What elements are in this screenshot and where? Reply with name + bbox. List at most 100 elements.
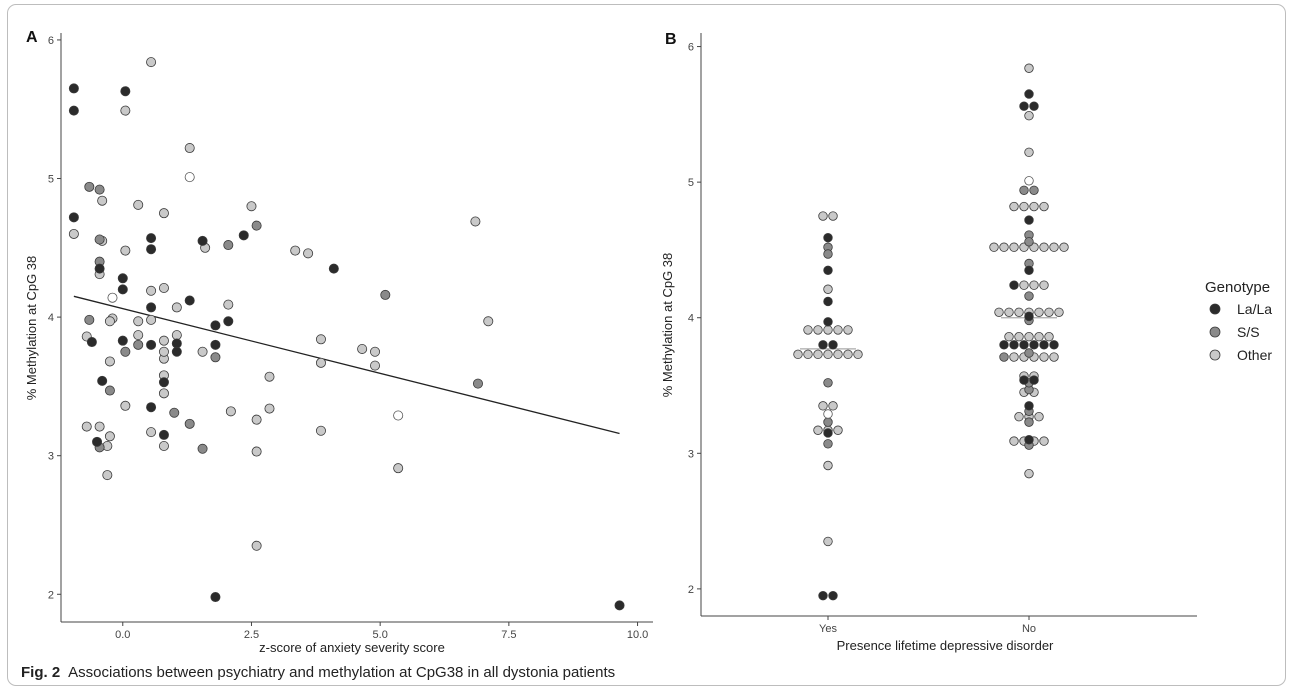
panel-b-point-other — [828, 401, 838, 411]
panel-b-point-lala — [828, 590, 838, 601]
panel-b-point-other — [1009, 436, 1019, 446]
panel-b-point-other — [853, 349, 863, 360]
panel-b-point-other — [1034, 411, 1044, 422]
panel-b-point-ss — [1024, 417, 1034, 427]
panel-a-point-other — [483, 316, 494, 327]
panel-b-point-lala — [1024, 401, 1034, 411]
panel-b-point-lala — [1024, 435, 1034, 445]
panel-b-point-lala — [828, 340, 838, 350]
panel-a-point-other — [171, 330, 182, 341]
panel-b-x-tick-label: Yes — [819, 623, 837, 635]
panel-b-point-other — [994, 307, 1004, 317]
panel-b-point-open — [1024, 176, 1034, 186]
panel-a-point-lala — [117, 335, 128, 346]
panel-b-point-ss — [823, 378, 833, 388]
panel-a-point-open — [393, 410, 404, 421]
panel-a-point-ss — [104, 385, 115, 396]
panel-a-point-other — [197, 346, 208, 357]
panel-b-point-other — [1009, 201, 1019, 212]
panel-b-point-other — [1009, 352, 1019, 362]
panel-a-x-tick-label: 5.0 — [373, 629, 388, 641]
panel-b-point-other — [1044, 307, 1054, 317]
panel-b-point-lala — [1019, 375, 1029, 385]
panel-b-point-ss — [1024, 348, 1034, 358]
panel-a-point-ss — [184, 418, 195, 429]
panel-a-x-tick-label: 0.0 — [115, 629, 130, 641]
panel-a-point-other — [133, 199, 144, 210]
panel-b-points — [793, 63, 1069, 601]
panel-a-point-other — [158, 283, 169, 294]
panel-b-point-lala — [1029, 340, 1039, 350]
panel-b-point-other — [1014, 411, 1024, 422]
panel-a-x-tick-label: 2.5 — [244, 629, 259, 641]
panel-a-point-other — [104, 316, 115, 327]
panel-b-point-other — [833, 425, 843, 435]
panel-a-point-lala — [120, 86, 131, 97]
legend-item-label: S/S — [1237, 324, 1260, 340]
panel-b-point-other — [1004, 332, 1014, 342]
panel-b-point-lala — [1024, 311, 1034, 322]
panel-a-point-lala — [614, 600, 625, 611]
panel-b-point-other — [813, 325, 823, 335]
panel-a-point-other — [102, 470, 113, 481]
panel-b-point-other — [999, 242, 1009, 252]
panel-a-point-other — [171, 302, 182, 313]
panel-a-point-other — [315, 425, 326, 436]
panel-a-point-lala — [146, 402, 157, 413]
panel-a-regression-line — [73, 295, 620, 435]
legend-item-label: Other — [1237, 347, 1272, 363]
panel-b-point-other — [1014, 332, 1024, 342]
caption-label: Fig. 2 — [21, 664, 61, 681]
panel-a-point-ss — [472, 378, 483, 389]
panel-a-point-lala — [146, 244, 157, 255]
legend: Genotype La/La S/S Other — [1205, 279, 1272, 363]
panel-a-point-lala — [328, 263, 339, 274]
panel-b-point-other — [1024, 111, 1034, 121]
panel-b-point-other — [833, 349, 843, 360]
panel-a-point-other — [120, 245, 131, 256]
panel-b-point-other — [803, 349, 813, 360]
panel-a-y-tick-label: 3 — [48, 451, 54, 463]
panel-a-point-ss — [223, 240, 234, 251]
panel-a-point-other — [158, 440, 169, 451]
panel-a-point-ss — [84, 314, 95, 325]
legend-swatch — [1209, 349, 1221, 361]
panel-b-point-other — [1039, 436, 1049, 446]
panel-b-point-other — [843, 325, 853, 335]
panel-b-point-other — [818, 401, 828, 411]
panel-b-point-other — [1039, 352, 1049, 362]
panel-b-point-lala — [1039, 340, 1049, 350]
panel-b-point-other — [1034, 307, 1044, 317]
panel-b-point-other — [823, 460, 833, 471]
panel-a-point-lala — [146, 233, 157, 244]
panel-a-point-lala — [210, 339, 221, 350]
panel-b-point-lala — [823, 265, 833, 275]
panel-b-point-other — [1029, 201, 1039, 212]
panel-a-point-other — [97, 195, 108, 206]
panel-b-point-other — [1024, 332, 1034, 342]
panel-b-point-lala — [818, 340, 828, 350]
panel-b-point-other — [823, 536, 833, 547]
panel-a-point-other — [146, 57, 157, 68]
panel-a: A z-score of anxiety severity score % Me… — [24, 29, 653, 655]
legend-swatch — [1209, 326, 1221, 338]
panel-a-point-lala — [68, 212, 79, 223]
legend-title: Genotype — [1205, 279, 1270, 296]
panel-a-points — [68, 57, 625, 611]
panel-b-point-other — [1049, 352, 1059, 362]
panel-b-point-lala — [1024, 265, 1034, 275]
panel-b-y-tick-label: 4 — [688, 313, 694, 325]
panel-a-letter: A — [26, 29, 38, 46]
panel-b-point-lala — [1019, 101, 1029, 111]
panel-a-point-other — [146, 314, 157, 325]
panel-b-y-tick-label: 3 — [688, 448, 694, 460]
panel-a-point-other — [120, 105, 131, 116]
panel-a-y-tick-label: 2 — [48, 589, 54, 601]
panel-b-point-other — [823, 325, 833, 335]
panel-a-point-lala — [158, 377, 169, 388]
panel-a-point-other — [225, 406, 236, 417]
panel-b-point-other — [1029, 280, 1039, 290]
panel-b-point-other — [1019, 201, 1029, 212]
panel-b-point-ss — [823, 249, 833, 259]
panel-a-point-other — [146, 285, 157, 296]
